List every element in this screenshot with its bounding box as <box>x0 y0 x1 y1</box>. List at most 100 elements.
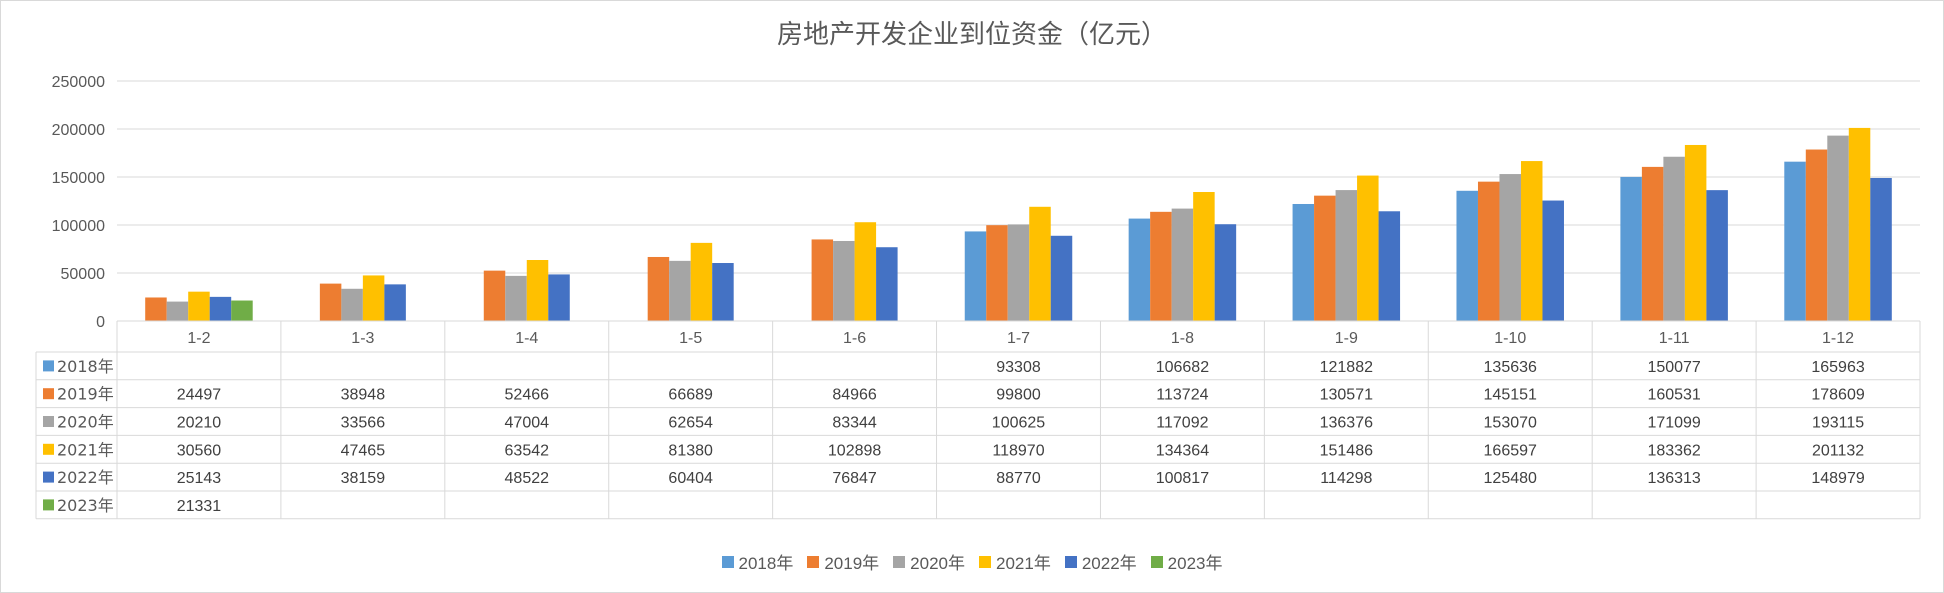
bar <box>1007 224 1030 321</box>
bar <box>647 256 670 321</box>
table-legend-key <box>43 416 54 427</box>
table-value: 118970 <box>992 442 1044 459</box>
table-legend-key <box>43 360 54 372</box>
bar <box>209 296 232 321</box>
table-value: 165963 <box>1811 359 1864 376</box>
table-legend-key <box>43 471 54 483</box>
bar <box>1335 190 1358 321</box>
table-value: 100817 <box>1156 470 1209 487</box>
y-tick-label: 250000 <box>52 74 105 91</box>
table-value: 25143 <box>177 470 222 487</box>
bar <box>1663 156 1685 321</box>
table-value: 84966 <box>832 387 877 404</box>
table-value: 30560 <box>177 442 222 459</box>
table-value: 134364 <box>1156 442 1209 459</box>
table-value: 136376 <box>1320 415 1373 432</box>
table-value: 33566 <box>341 415 386 432</box>
x-tick-label: 1-7 <box>1007 330 1030 347</box>
table-legend-key <box>43 388 54 400</box>
bar <box>526 259 549 321</box>
bar <box>1150 211 1172 321</box>
bar <box>1128 218 1151 321</box>
legend-label: 2022年 <box>1081 554 1137 573</box>
y-tick-label: 0 <box>96 314 105 331</box>
table-value: 47004 <box>505 415 550 432</box>
table-value: 166597 <box>1484 442 1537 459</box>
bar <box>876 247 898 321</box>
x-tick-label: 1-11 <box>1659 330 1690 347</box>
table-value: 66689 <box>668 387 713 404</box>
bar <box>1378 211 1401 321</box>
bar <box>712 263 734 321</box>
table-series-label: 2021年 <box>57 440 114 459</box>
bar <box>986 225 1008 321</box>
table-value: 76847 <box>832 470 877 487</box>
bar <box>166 301 189 321</box>
table-value: 60404 <box>668 470 713 487</box>
table-value: 178609 <box>1811 387 1864 404</box>
legend-item: 2018年 <box>721 549 793 574</box>
bar <box>811 239 834 321</box>
legend-label: 2021年 <box>996 554 1051 573</box>
table-value: 62654 <box>668 415 713 432</box>
y-tick-label: 100000 <box>52 218 105 235</box>
table-value: 21331 <box>177 498 222 515</box>
bar <box>341 288 363 321</box>
table-value: 151486 <box>1320 442 1373 459</box>
bar <box>1193 192 1215 321</box>
bar <box>1784 161 1806 321</box>
table-value: 93308 <box>996 359 1041 376</box>
legend-swatch <box>1064 555 1077 568</box>
table-value: 136313 <box>1647 470 1700 487</box>
legend-swatch <box>979 555 991 568</box>
x-tick-label: 1-12 <box>1822 330 1854 347</box>
table-value: 183362 <box>1647 442 1700 459</box>
table-legend-key <box>43 443 54 455</box>
y-tick-label: 50000 <box>61 266 106 283</box>
table-value: 81380 <box>668 442 713 459</box>
legend-swatch <box>893 555 906 568</box>
bar <box>548 274 570 321</box>
bar <box>1520 161 1543 321</box>
legend-label: 2019年 <box>824 554 880 573</box>
table-value: 193115 <box>1812 415 1864 432</box>
x-tick-label: 1-2 <box>187 330 210 347</box>
bar <box>1827 135 1849 321</box>
chart-title: 房地产开发企业到位资金（亿元） <box>776 20 1167 50</box>
bar <box>1477 181 1500 321</box>
bar <box>231 300 253 321</box>
table-series-label: 2023年 <box>57 496 114 515</box>
bar <box>1870 177 1892 321</box>
bar <box>854 222 877 321</box>
bar <box>384 284 406 321</box>
bar <box>319 283 342 321</box>
table-value: 24497 <box>177 387 222 404</box>
bar <box>1171 208 1194 321</box>
bar <box>188 291 210 321</box>
bar <box>1029 206 1051 321</box>
table-value: 130571 <box>1320 387 1373 404</box>
x-tick-label: 1-8 <box>1171 330 1194 347</box>
y-tick-label: 150000 <box>52 170 105 187</box>
bar <box>483 270 506 321</box>
bar <box>1214 224 1237 321</box>
x-tick-label: 1-4 <box>515 330 538 347</box>
table-value: 150077 <box>1647 359 1700 376</box>
chart-legend: 2018年 2019年 2020年 2021年 2022年 2023年 <box>0 549 1944 574</box>
bar <box>1050 235 1073 321</box>
legend-swatch <box>721 555 734 568</box>
bar <box>833 240 855 321</box>
table-value: 135636 <box>1484 359 1537 376</box>
legend-item: 2020年 <box>893 549 965 574</box>
legend-item: 2021年 <box>979 549 1051 574</box>
table-value: 148979 <box>1811 470 1864 487</box>
bar <box>1499 174 1521 321</box>
table-value: 38159 <box>341 470 386 487</box>
table-value: 102898 <box>828 442 881 459</box>
table-value: 99800 <box>996 387 1041 404</box>
bar <box>1314 195 1336 321</box>
table-value: 117092 <box>1156 415 1208 432</box>
legend-item: 2022年 <box>1064 549 1137 574</box>
bar <box>964 231 987 321</box>
table-value: 125480 <box>1484 470 1537 487</box>
